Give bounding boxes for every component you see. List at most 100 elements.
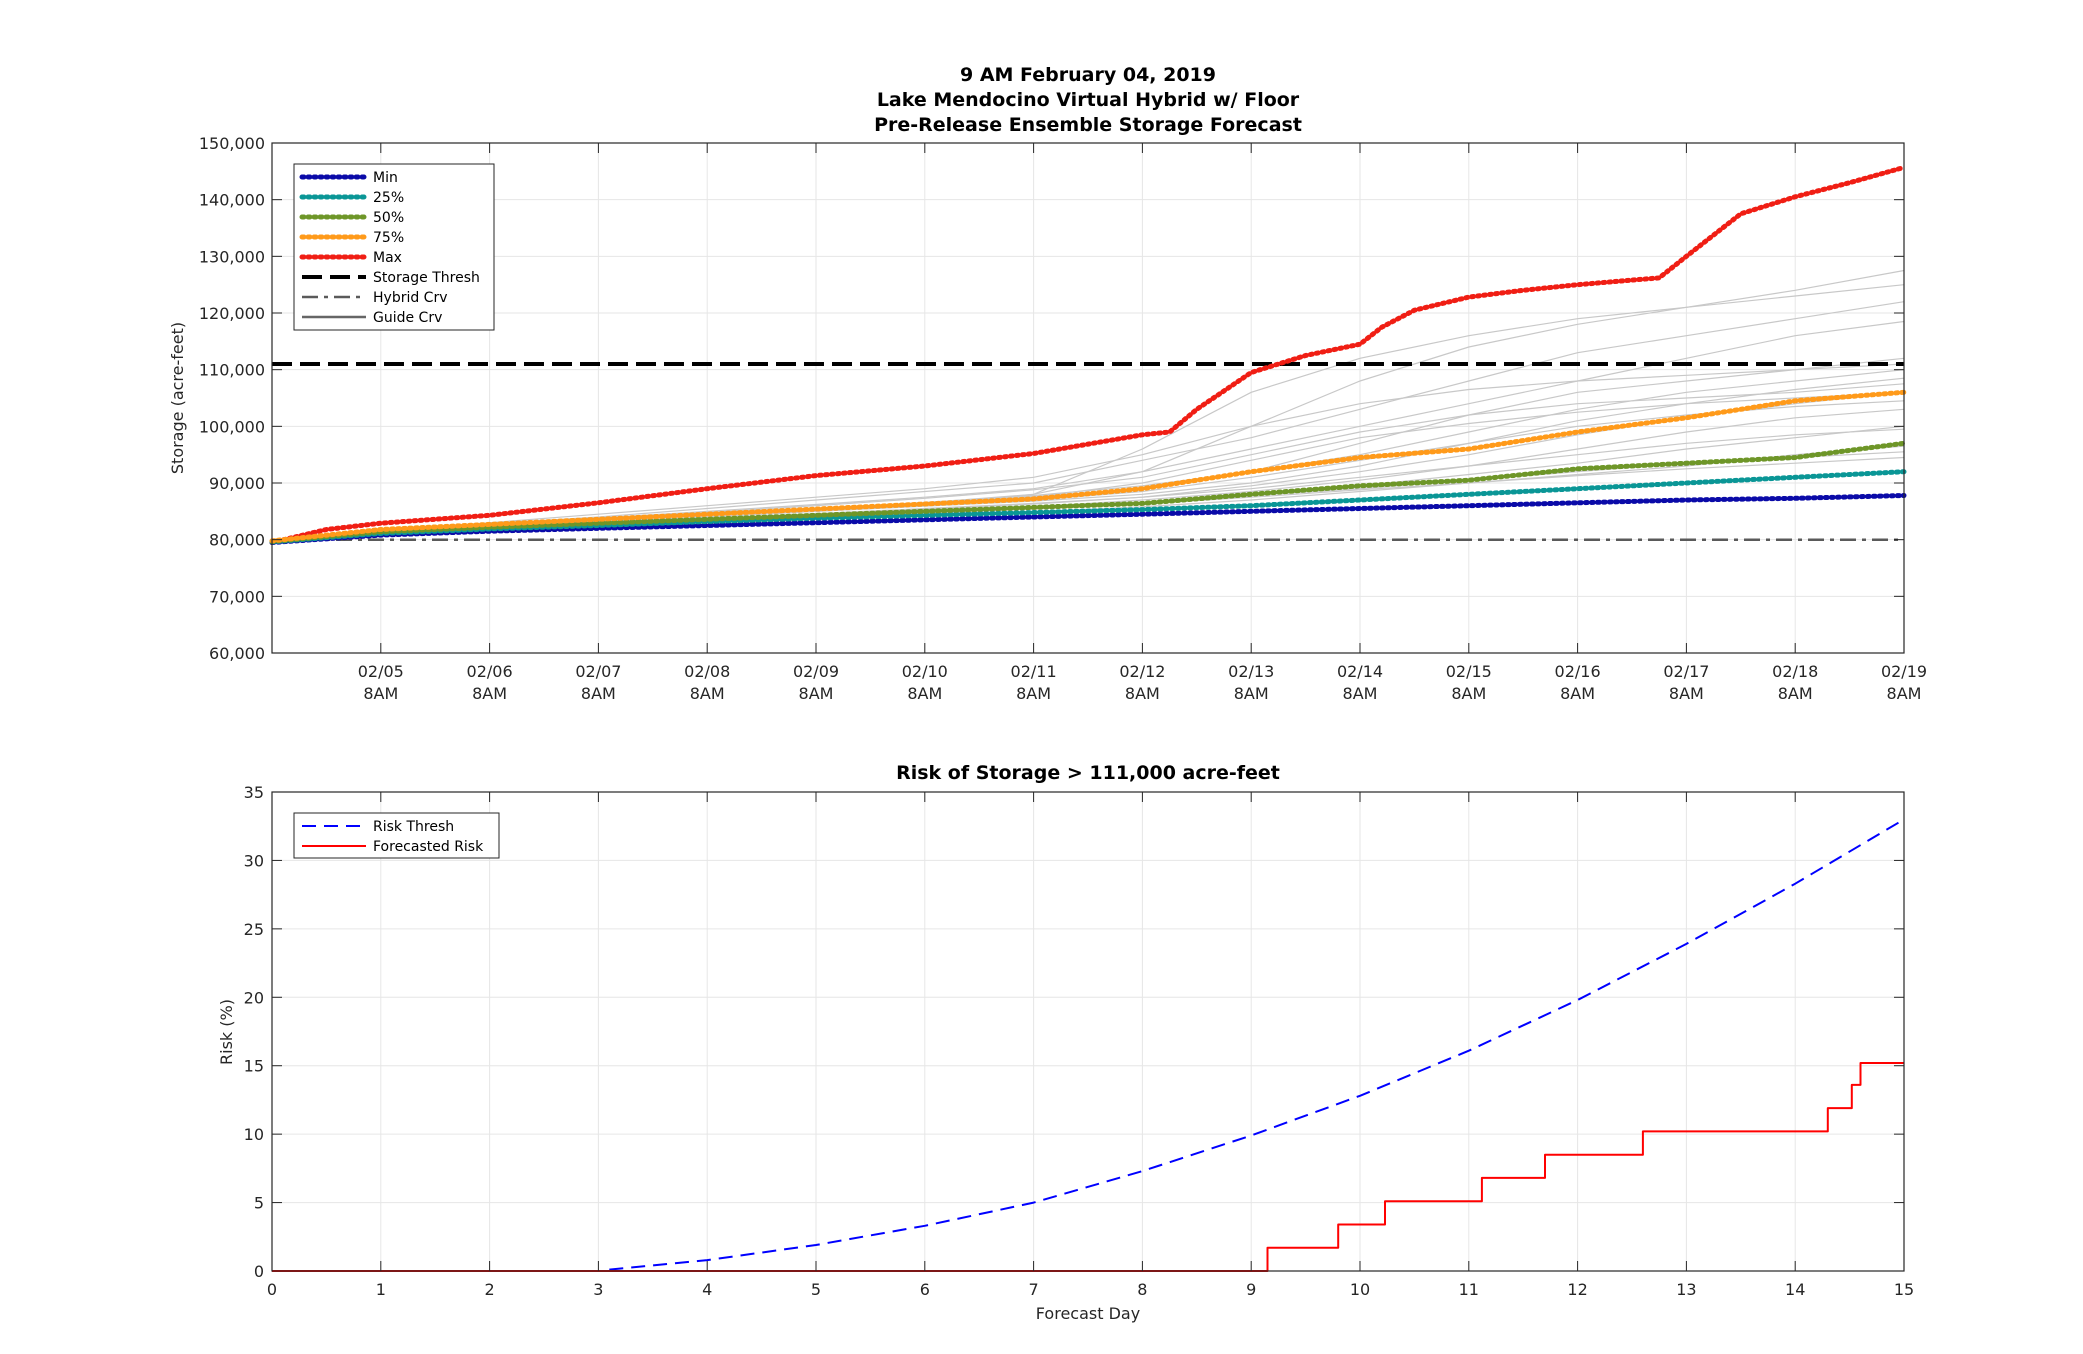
risk-x-axis-label: Forecast Day [1036, 1304, 1140, 1323]
storage-plot-frame [271, 142, 1905, 654]
storage-x-ticks: 02/05 8AM 02/06 8AM 02/07 8AM 02/08 8AM 02/09 8AM… [358, 143, 1927, 703]
risk-y-axis-label: Risk (%) [217, 999, 236, 1065]
risk-x-tick-label: 13 [1676, 1280, 1696, 1299]
storage-plot-area [272, 143, 1904, 653]
risk-x-tick-label: 11 [1459, 1280, 1479, 1299]
risk-y-tick-label: 0 [254, 1262, 264, 1281]
risk-legend-box [293, 812, 500, 859]
storage-y-tick-label: 130,000 [199, 247, 265, 266]
storage-x-tick-time: 8AM [1234, 684, 1269, 703]
storage-y-axis-label: Storage (acre-feet) [168, 322, 187, 474]
risk-x-tick-label: 3 [593, 1280, 603, 1299]
storage-x-tick-time: 8AM [1560, 684, 1595, 703]
storage-y-tick-label: 60,000 [209, 644, 265, 663]
storage-legend: Min 25% 50% 75% Max Storage Thresh Hybrid Crv G… [293, 163, 495, 331]
storage-x-tick-time: 8AM [799, 684, 834, 703]
legend-label-min: Min [373, 170, 398, 186]
risk-plot-area [272, 792, 1904, 1271]
storage-chart-title-line-2: Lake Mendocino Virtual Hybrid w/ Floor [877, 89, 1300, 111]
risk-x-tick-label: 15 [1894, 1280, 1914, 1299]
storage-y-tick-label: 140,000 [199, 191, 265, 210]
storage-x-tick-time: 8AM [1887, 684, 1922, 703]
risk-x-tick-label: 8 [1137, 1280, 1147, 1299]
risk-y-tick-label: 30 [244, 851, 264, 870]
risk-x-tick-label: 7 [1029, 1280, 1039, 1299]
risk-x-tick-label: 9 [1246, 1280, 1256, 1299]
storage-x-tick-time: 8AM [1016, 684, 1051, 703]
risk-x-tick-label: 14 [1785, 1280, 1805, 1299]
storage-chart-title-line-3: Pre-Release Ensemble Storage Forecast [874, 114, 1302, 136]
legend-label-50: 50% [373, 210, 404, 226]
storage-x-tick-date: 02/07 [575, 662, 621, 681]
risk-y-tick-label: 10 [244, 1125, 264, 1144]
series-50-line [269, 440, 1907, 544]
storage-x-tick-time: 8AM [1125, 684, 1160, 703]
storage-x-tick-date: 02/13 [1228, 662, 1274, 681]
storage-x-tick-time: 8AM [472, 684, 507, 703]
storage-x-tick-date: 02/15 [1446, 662, 1492, 681]
storage-chart-title-line-1: 9 AM February 04, 2019 [960, 64, 1216, 86]
series-forecasted-risk-line [272, 1062, 1904, 1272]
storage-x-tick-time: 8AM [1343, 684, 1378, 703]
storage-y-tick-label: 150,000 [199, 134, 265, 153]
series-75-line [269, 389, 1907, 544]
risk-series [272, 818, 1905, 1272]
storage-x-tick-date: 02/06 [467, 662, 513, 681]
legend-label-guide-crv: Guide Crv [373, 310, 442, 326]
storage-x-tick-date: 02/10 [902, 662, 948, 681]
legend-label-max: Max [373, 250, 402, 266]
storage-x-tick-date: 02/17 [1663, 662, 1709, 681]
risk-x-tick-label: 5 [811, 1280, 821, 1299]
risk-x-tick-label: 2 [485, 1280, 495, 1299]
storage-x-tick-time: 8AM [1669, 684, 1704, 703]
storage-x-tick-date: 02/12 [1119, 662, 1165, 681]
legend-label-25: 25% [373, 190, 404, 206]
legend-label-risk-thresh: Risk Thresh [373, 819, 454, 835]
legend-label-75: 75% [373, 230, 404, 246]
risk-x-tick-label: 4 [702, 1280, 712, 1299]
storage-x-tick-time: 8AM [1451, 684, 1486, 703]
storage-y-tick-label: 80,000 [209, 531, 265, 550]
risk-x-ticks: 0 1 2 3 4 5 6 7 8 9 10 11 12 13 14 15 [267, 792, 1914, 1299]
storage-x-tick-time: 8AM [907, 684, 942, 703]
series-min-line [269, 493, 1907, 545]
risk-x-tick-label: 12 [1567, 1280, 1587, 1299]
risk-y-tick-label: 5 [254, 1194, 264, 1213]
legend-label-hybrid-crv: Hybrid Crv [373, 290, 448, 306]
risk-y-tick-label: 25 [244, 920, 264, 939]
legend-label-forecasted-risk: Forecasted Risk [373, 839, 484, 855]
risk-y-tick-label: 15 [244, 1057, 264, 1076]
storage-x-tick-time: 8AM [1778, 684, 1813, 703]
storage-y-tick-label: 90,000 [209, 474, 265, 493]
risk-y-ticks: 0 5 10 15 20 25 30 35 [244, 783, 1904, 1281]
risk-x-tick-label: 1 [376, 1280, 386, 1299]
storage-x-tick-date: 02/11 [1011, 662, 1057, 681]
risk-y-tick-label: 35 [244, 783, 264, 802]
risk-x-tick-label: 6 [920, 1280, 930, 1299]
storage-legend-box [293, 163, 495, 331]
storage-y-ticks: 60,000 70,000 80,000 90,000 100,000 110,000 12… [199, 134, 1904, 663]
risk-x-tick-label: 0 [267, 1280, 277, 1299]
storage-x-tick-time: 8AM [690, 684, 725, 703]
storage-x-tick-date: 02/16 [1555, 662, 1601, 681]
risk-legend: Risk Thresh Forecasted Risk [293, 812, 500, 859]
risk-y-tick-label: 20 [244, 988, 264, 1007]
ensemble-trace-16 [271, 363, 1905, 544]
storage-series [269, 164, 1907, 545]
risk-chart-title: Risk of Storage > 111,000 acre-feet [896, 762, 1280, 784]
series-risk-thresh-line [609, 818, 1905, 1271]
legend-label-storage-thresh: Storage Thresh [373, 270, 480, 286]
risk-plot-frame [271, 791, 1905, 1272]
storage-y-tick-label: 70,000 [209, 587, 265, 606]
storage-x-tick-date: 02/09 [793, 662, 839, 681]
storage-x-tick-date: 02/05 [358, 662, 404, 681]
series-max-line [269, 164, 1907, 545]
storage-x-tick-date: 02/18 [1772, 662, 1818, 681]
storage-forecast-chart: 9 AM February 04, 2019 Lake Mendocino Vi… [168, 64, 1927, 703]
storage-x-tick-date: 02/14 [1337, 662, 1383, 681]
storage-x-tick-date: 02/08 [684, 662, 730, 681]
risk-x-tick-label: 10 [1350, 1280, 1370, 1299]
storage-x-tick-time: 8AM [581, 684, 616, 703]
risk-chart: Risk of Storage > 111,000 acre-feet 0510… [217, 762, 1914, 1323]
storage-y-tick-label: 120,000 [199, 304, 265, 323]
